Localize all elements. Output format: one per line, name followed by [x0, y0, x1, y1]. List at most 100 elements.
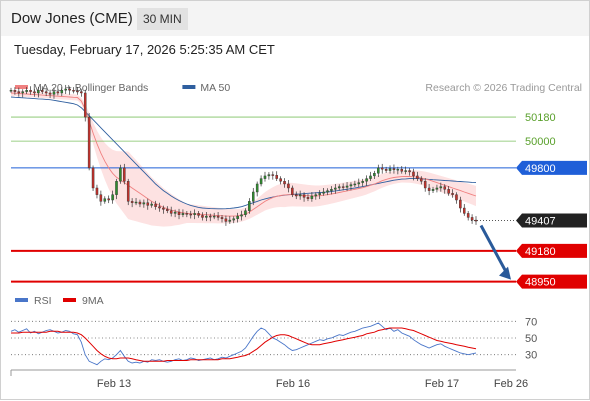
candle-body: [48, 92, 52, 95]
rsi-tick-30: 30: [525, 350, 537, 362]
candle-body: [279, 178, 282, 182]
rsi-tick-50: 50: [525, 333, 537, 345]
candle-body: [318, 193, 321, 195]
candle-body: [126, 181, 130, 202]
candle-body: [44, 91, 48, 94]
interval-badge[interactable]: 30 MIN: [137, 8, 188, 30]
candle-body: [212, 215, 216, 218]
candle-body: [248, 201, 251, 211]
candle-body: [138, 201, 142, 205]
candle-body: [72, 90, 75, 92]
candle-body: [185, 213, 189, 215]
candle-body: [447, 189, 450, 194]
timestamp: Tuesday, February 17, 2026 5:25:35 AM CE…: [14, 42, 275, 57]
candle-body: [298, 194, 302, 197]
candle-body: [404, 170, 407, 172]
candle-body: [420, 178, 423, 182]
candle-body: [169, 210, 173, 214]
legend-swatch-ma20: [15, 85, 28, 89]
candle-body: [349, 184, 353, 187]
candle-body: [365, 178, 368, 182]
forecast-arrow-shaft: [479, 224, 509, 275]
candle-body: [201, 215, 204, 218]
level-tag-49800: [516, 160, 587, 175]
candle-body: [173, 211, 177, 214]
candle-body: [224, 218, 228, 222]
forecast-arrow-head: [499, 266, 511, 280]
level-label-49180: 49180: [525, 246, 556, 258]
candle-body: [197, 213, 200, 216]
candle-body: [220, 217, 224, 219]
candle-body: [259, 178, 263, 185]
level-label-49407: 49407: [525, 215, 556, 227]
candle-body: [166, 209, 169, 211]
candle-body: [123, 167, 126, 182]
candle-body: [181, 213, 185, 215]
candle-body: [326, 190, 329, 193]
candle-body: [244, 210, 247, 215]
candle-body: [392, 168, 396, 171]
candle-body: [91, 167, 95, 189]
x-tick-label-feb-13: Feb 13: [97, 378, 131, 390]
candle-body: [431, 189, 435, 191]
candle-body: [334, 187, 337, 190]
candle-body: [451, 193, 454, 195]
candle-body: [103, 198, 107, 202]
level-label-49800: 49800: [525, 163, 556, 175]
candle-body: [459, 199, 462, 209]
x-tick-label-feb-17: Feb 17: [425, 378, 459, 390]
level-label-48950: 48950: [525, 277, 556, 289]
candle-body: [388, 168, 392, 171]
candle-body: [177, 211, 181, 215]
candle-body: [310, 195, 314, 199]
legend-label-ma50: MA 50: [200, 82, 230, 94]
candle-body: [369, 175, 372, 179]
candle-body: [416, 175, 419, 179]
candle-body: [373, 173, 376, 177]
candle-body: [357, 182, 361, 185]
candle-body: [271, 174, 275, 176]
candle-body: [470, 217, 474, 221]
rsi-line: [10, 322, 477, 366]
candle-body: [193, 213, 196, 215]
candle-body: [68, 88, 71, 91]
candle-body: [146, 202, 150, 206]
candle-body: [13, 90, 17, 92]
ma50-line: [10, 96, 477, 210]
candles: [9, 84, 478, 226]
candle-body: [111, 194, 114, 201]
candle-body: [400, 169, 404, 172]
candle-body: [291, 187, 294, 195]
chart-header: Dow Jones (CME) 30 MIN: [1, 1, 589, 36]
candle-body: [205, 215, 208, 218]
level-tag-49180: [516, 243, 587, 258]
candle-body: [154, 203, 157, 207]
candle-body: [162, 207, 165, 210]
candle-body: [99, 194, 103, 202]
candle-body: [158, 206, 161, 209]
watermark: Research © 2026 Trading Central: [425, 82, 582, 94]
candle-body: [9, 90, 13, 92]
candle-body: [384, 169, 388, 171]
legend-swatch-rsi: [15, 298, 28, 302]
candle-body: [466, 213, 470, 218]
candle-body: [142, 202, 146, 205]
candle-body: [275, 175, 278, 179]
candle-body: [408, 170, 411, 173]
candle-body: [302, 194, 306, 198]
instrument-title: Dow Jones (CME): [11, 10, 133, 27]
level-tag-48950: [516, 274, 587, 289]
candle-body: [119, 167, 122, 182]
x-tick-label-feb-26: Feb 26: [494, 378, 528, 390]
candle-body: [240, 214, 243, 217]
legend-label-rsi-ma: 9MA: [82, 295, 104, 307]
candle-body: [435, 187, 439, 190]
candle-body: [263, 175, 267, 179]
candle-body: [37, 90, 40, 94]
candle-body: [87, 116, 91, 169]
candle-body: [412, 171, 415, 177]
candle-body: [341, 186, 345, 188]
candle-body: [80, 91, 83, 94]
